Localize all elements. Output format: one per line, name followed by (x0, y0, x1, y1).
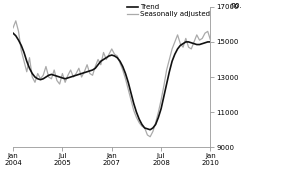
Line: Seasonally adjusted: Seasonally adjusted (13, 21, 211, 137)
Seasonally adjusted (14, 20, 18, 22)
Trend (55, 75, 59, 77)
Trend (11, 32, 15, 34)
Seasonally adjusted (80, 76, 83, 78)
Trend (110, 54, 113, 56)
Trend (192, 43, 196, 45)
Seasonally adjusted (113, 53, 116, 55)
Trend (149, 129, 152, 131)
Seasonally adjusted (11, 27, 15, 29)
Trend (179, 44, 182, 46)
Legend: Trend, Seasonally adjusted: Trend, Seasonally adjusted (127, 4, 211, 17)
Trend (209, 41, 212, 43)
Seasonally adjusted (209, 39, 212, 41)
Seasonally adjusted (58, 83, 61, 85)
Y-axis label: no.: no. (230, 1, 242, 10)
Seasonally adjusted (149, 136, 152, 138)
Line: Trend: Trend (13, 33, 211, 130)
Trend (184, 41, 188, 43)
Seasonally adjusted (187, 46, 190, 48)
Seasonally adjusted (195, 34, 198, 36)
Seasonally adjusted (181, 46, 185, 48)
Trend (77, 73, 81, 75)
